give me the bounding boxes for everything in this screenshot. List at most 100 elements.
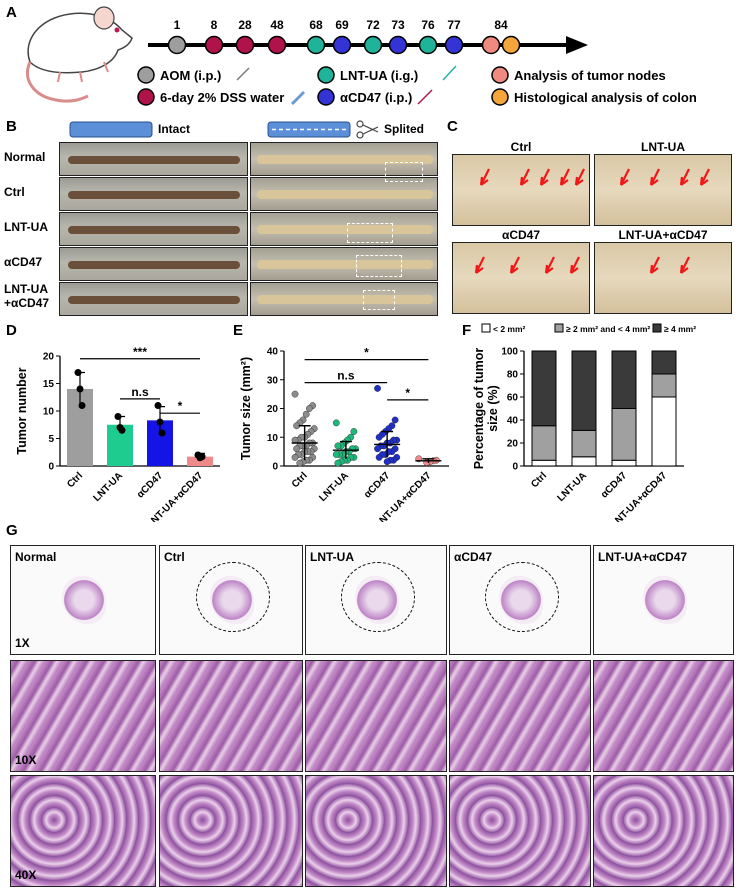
significance-label: n.s (337, 369, 355, 383)
histology-image (449, 775, 591, 887)
data-point (332, 451, 340, 458)
histology-image (449, 660, 591, 772)
legend-lnt: LNT-UA (i.g.) (340, 68, 418, 83)
timeline-day-label: 8 (211, 18, 218, 32)
tumor-arrows (619, 168, 710, 186)
bar (187, 456, 213, 466)
colon-tissue (68, 296, 240, 304)
tumor-arrows (474, 256, 580, 274)
histology-image (593, 660, 734, 772)
data-point (334, 459, 342, 467)
tumor-photo (594, 242, 732, 314)
data-point (391, 416, 399, 424)
legend-acd: αCD47 (i.p.) (340, 90, 412, 105)
colon-intact-photo (59, 247, 248, 281)
colon-splited-photo (250, 247, 438, 281)
data-point (375, 453, 383, 461)
histology-image: αCD47 (449, 545, 591, 655)
data-point (158, 429, 166, 437)
histology-image: LNT-UA (305, 545, 447, 655)
timeline-dot-dss (235, 35, 255, 55)
panel-label-a: A (6, 4, 17, 21)
data-point (334, 442, 342, 450)
tumor-region-box (356, 255, 402, 277)
magnification-1x: 1X (15, 636, 30, 650)
y-axis-label: size (%) (486, 385, 500, 432)
x-tick-label: LNT-UA (91, 470, 125, 504)
histology-image: Ctrl (159, 545, 303, 655)
magnification-10x: 10X (15, 753, 37, 767)
histology-column-label: Normal (15, 550, 57, 564)
intact-label: Intact (158, 122, 191, 136)
timeline-dot-dss (267, 35, 287, 55)
mean-sd-bar (415, 458, 442, 463)
data-point (374, 384, 381, 392)
tumor-photo-label: LNT-UA+αCD47 (618, 228, 708, 242)
histology-column-label: αCD47 (454, 550, 493, 564)
panel-label-c: C (447, 118, 458, 135)
colon-intact-photo (59, 282, 248, 316)
arrow-icon (519, 168, 530, 186)
data-point (350, 428, 358, 435)
stacked-bar-segment (531, 425, 557, 461)
histology-image: LNT-UA+αCD47 (593, 545, 734, 655)
data-point (291, 390, 299, 398)
panel-label-g: G (6, 522, 18, 539)
stacked-bar-segment (651, 373, 677, 398)
syringe-icon (236, 67, 250, 81)
x-tick-label: Ctrl (290, 470, 310, 490)
timeline-dot-acd (332, 35, 352, 55)
arrow-icon (509, 256, 520, 274)
mean-sd-bar (332, 440, 359, 459)
y-axis-label: Tumor number (15, 367, 29, 454)
arrow-icon (559, 168, 570, 186)
data-point (383, 458, 391, 466)
row-label: Ctrl (4, 185, 25, 199)
legend-tumor: Analysis of tumor nodes (514, 68, 666, 83)
tissue-section (62, 576, 106, 624)
arrow-icon (649, 168, 660, 186)
y-tick-label: 10 (267, 433, 279, 444)
colon-tube-icons (69, 120, 379, 139)
timeline-day-label: 1 (174, 18, 181, 32)
mean-sd-bar (374, 430, 401, 458)
histology-image (305, 660, 447, 772)
stacked-bar-segment (531, 350, 557, 427)
splited-label: Splited (384, 122, 425, 136)
histology-column-label: Ctrl (164, 550, 185, 564)
tumor-photo-label: LNT-UA (641, 140, 685, 154)
histology-image: 10X (10, 660, 156, 772)
legend-label: < 2 mm² (493, 324, 526, 334)
timeline-dot-aom (167, 35, 187, 55)
stacked-bar-segment (571, 456, 597, 467)
x-tick-label: Ctrl (529, 470, 549, 490)
tumor-region-box (385, 162, 423, 182)
tumor-arrows (649, 256, 690, 274)
histology-image (305, 775, 447, 887)
syringe-icon (417, 89, 433, 105)
mouse-icon (26, 6, 133, 103)
row-label: Normal (4, 150, 46, 164)
tumor-photo-label: Ctrl (510, 140, 532, 154)
timeline-day-label: 77 (447, 18, 461, 32)
stacked-bar-segment (651, 350, 677, 375)
colon-tissue (257, 155, 433, 164)
data-point (375, 433, 383, 441)
histology-image: Normal 1X (10, 545, 156, 655)
tumor-size-chart: 0 10 20 30 40 Tumor size (mm²) Ctrl LNT-UA αCD47… (239, 346, 449, 522)
data-point (114, 413, 122, 420)
data-point (74, 369, 82, 376)
panel-label-e: E (233, 322, 244, 339)
histology-image: 40X (10, 775, 156, 887)
arrow-icon (699, 168, 710, 186)
syringe-icon (442, 65, 457, 81)
data-point (306, 405, 313, 412)
data-point (293, 445, 301, 453)
timeline-dot-acd (444, 35, 464, 55)
significance-label: *** (133, 345, 147, 359)
data-point (118, 426, 126, 434)
tumor-outline (485, 562, 559, 632)
y-tick-label: 100 (501, 347, 518, 358)
legend-label: ≥ 4 mm² (664, 324, 696, 334)
